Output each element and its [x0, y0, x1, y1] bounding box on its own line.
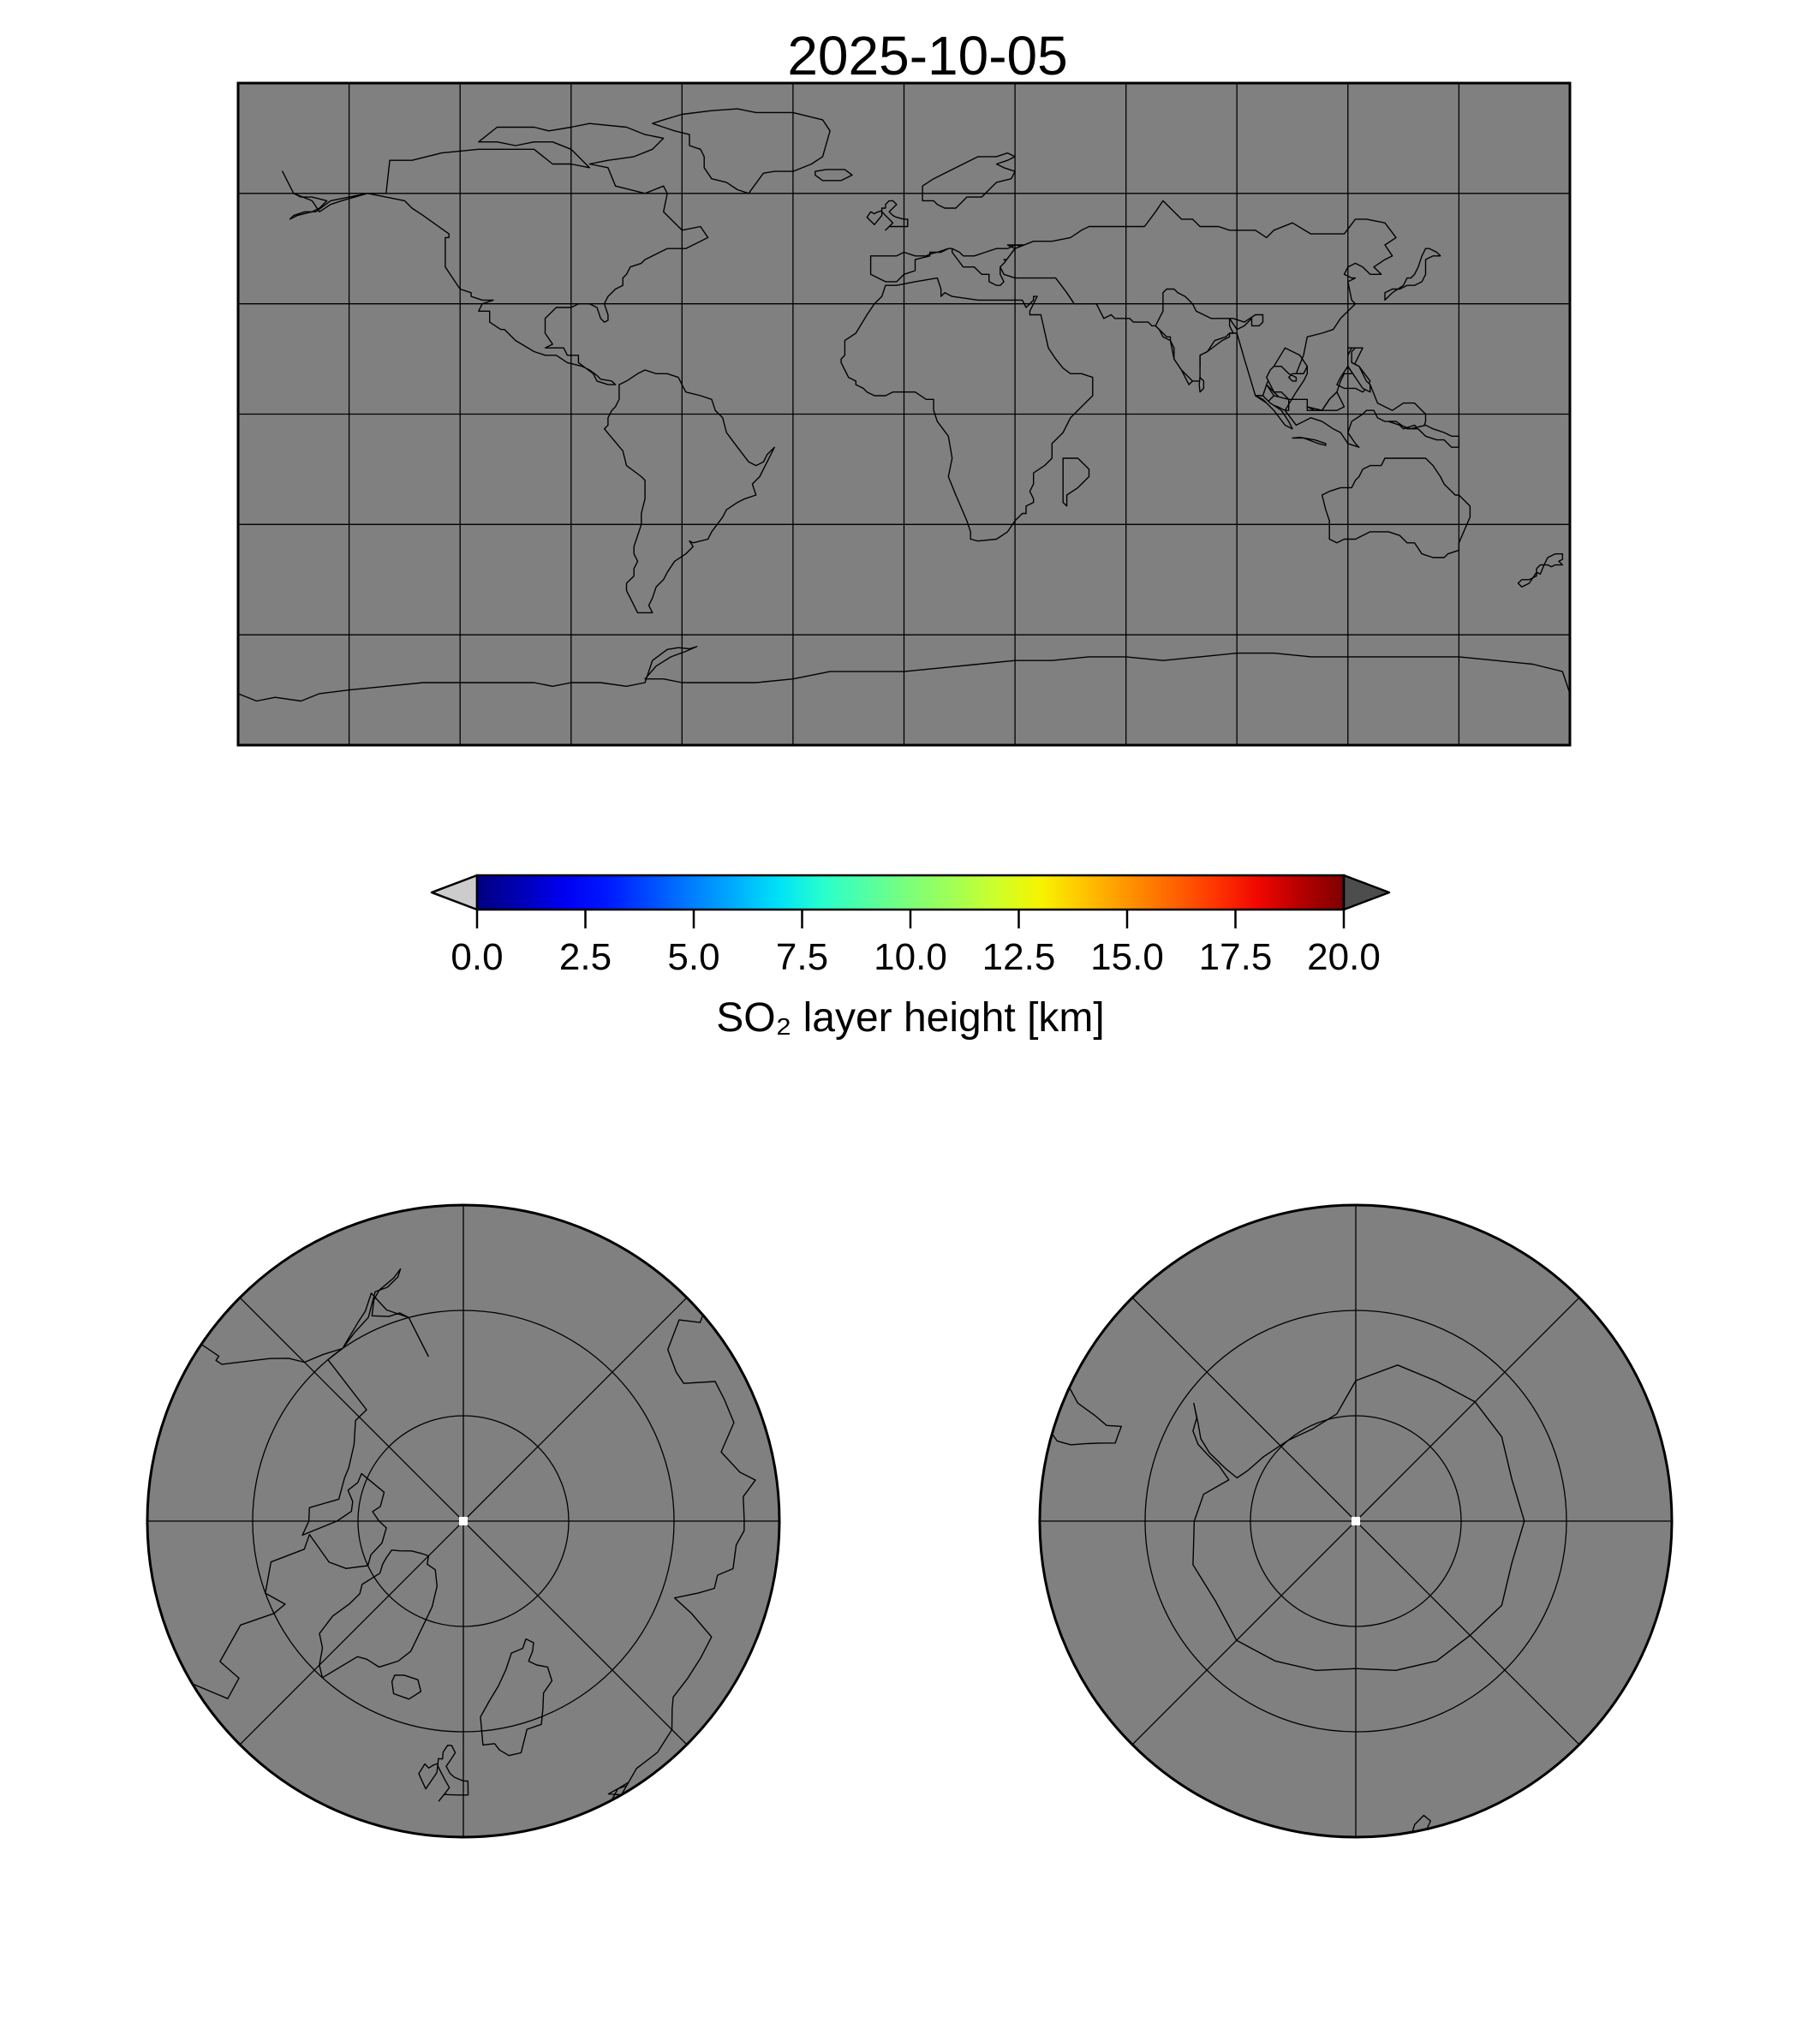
svg-text:2.5: 2.5 [559, 936, 612, 978]
svg-text:10.0: 10.0 [874, 936, 947, 978]
svg-text:7.5: 7.5 [776, 936, 828, 978]
svg-text:0.0: 0.0 [451, 936, 503, 978]
svg-text:2025-10-05: 2025-10-05 [787, 25, 1067, 87]
svg-text:15.0: 15.0 [1090, 936, 1164, 978]
svg-text:5.0: 5.0 [667, 936, 719, 978]
svg-text:12.5: 12.5 [982, 936, 1056, 978]
svg-text:20.0: 20.0 [1307, 936, 1381, 978]
svg-text:17.5: 17.5 [1199, 936, 1273, 978]
svg-text:SO₂ layer height [km]: SO₂ layer height [km] [716, 995, 1104, 1041]
